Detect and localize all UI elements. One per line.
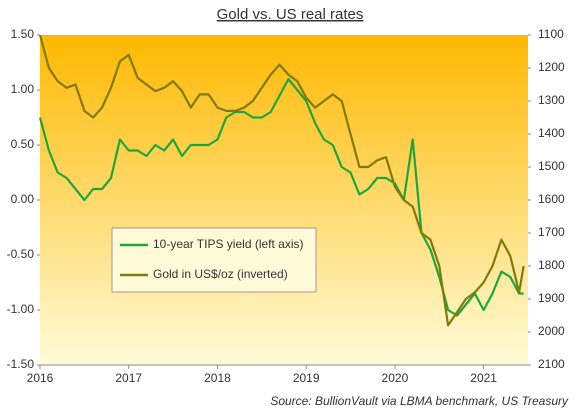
x-tick-label: 2020 <box>382 371 409 385</box>
chart-title: Gold vs. US real rates <box>217 6 364 23</box>
y-tick-label: -0.50 <box>7 247 35 261</box>
x-tick-label: 2018 <box>204 371 231 385</box>
y2-tick-label: 1600 <box>538 192 565 206</box>
legend-label: Gold in US$/oz (inverted) <box>153 267 288 281</box>
series-line <box>38 77 524 317</box>
y2-tick-label: 1500 <box>538 159 565 173</box>
x-tick-label: 2019 <box>293 371 320 385</box>
y-tick-label: -1.50 <box>7 357 35 371</box>
x-tick-label: 2016 <box>27 371 54 385</box>
y-tick-label: 0.00 <box>11 192 35 206</box>
y2-tick-label: 1100 <box>538 27 564 41</box>
x-tick-label: 2017 <box>115 371 142 385</box>
y2-tick-label: 1900 <box>538 291 565 305</box>
y2-tick-label: 1800 <box>538 258 565 272</box>
series-line <box>38 34 525 327</box>
legend-label: 10-year TIPS yield (left axis) <box>153 237 304 251</box>
y2-tick-label: 1200 <box>538 60 565 74</box>
y2-tick-label: 2000 <box>538 324 565 338</box>
y2-tick-label: 2100 <box>538 357 565 371</box>
y-tick-label: 1.00 <box>11 82 35 96</box>
y-tick-label: -1.00 <box>7 302 35 316</box>
y2-tick-label: 1400 <box>538 126 565 140</box>
source: Source: BullionVault via LBMA benchmark,… <box>270 394 569 408</box>
y2-tick-label: 1700 <box>538 225 565 239</box>
legend <box>111 227 317 293</box>
y-tick-label: 1.50 <box>11 27 35 41</box>
y-tick-label: 0.50 <box>11 137 35 151</box>
x-tick-label: 2021 <box>470 371 497 385</box>
y2-tick-label: 1300 <box>538 93 565 107</box>
